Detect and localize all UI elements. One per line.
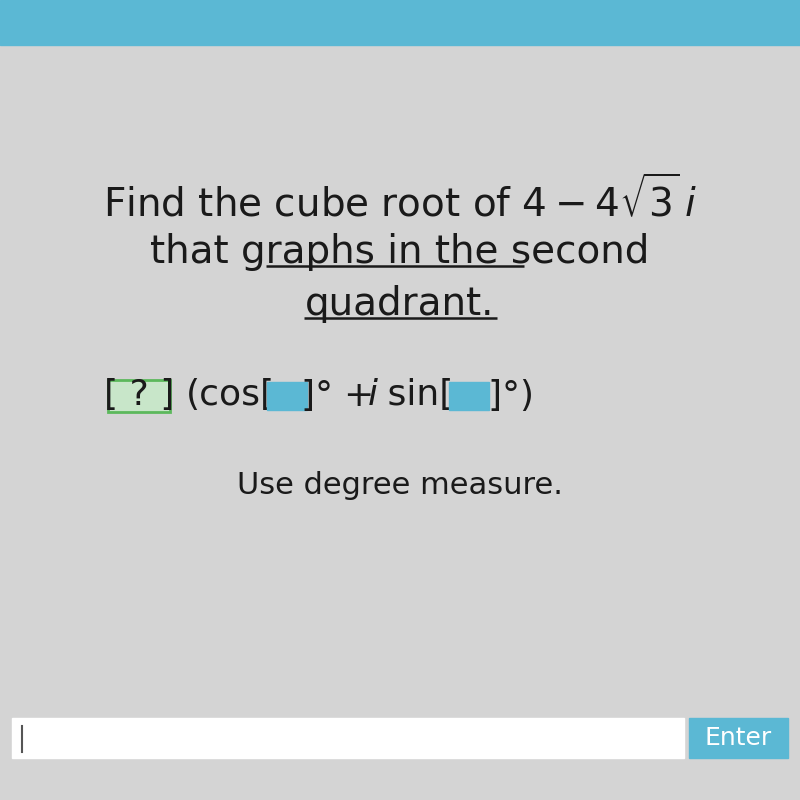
Bar (12, 718, 684, 758)
Bar (0, 0, 800, 45)
Text: $i$: $i$ (367, 378, 379, 412)
Bar (267, 382, 307, 410)
Text: sin[: sin[ (376, 378, 454, 412)
Text: that graphs in the second: that graphs in the second (150, 233, 650, 271)
Text: (cos[: (cos[ (186, 378, 274, 412)
Text: Use degree measure.: Use degree measure. (237, 470, 563, 499)
Text: ]$\degree$): ]$\degree$) (487, 377, 533, 413)
Text: [ ? ]: [ ? ] (104, 378, 174, 412)
Text: ]$\degree$ +: ]$\degree$ + (300, 377, 376, 413)
Text: Find the cube root of $4 - 4\sqrt{3}\,i$: Find the cube root of $4 - 4\sqrt{3}\,i$ (103, 175, 697, 225)
Bar (689, 718, 788, 758)
Text: Enter: Enter (704, 726, 772, 750)
FancyBboxPatch shape (108, 380, 170, 412)
Text: quadrant.: quadrant. (306, 285, 494, 323)
Bar (449, 382, 489, 410)
